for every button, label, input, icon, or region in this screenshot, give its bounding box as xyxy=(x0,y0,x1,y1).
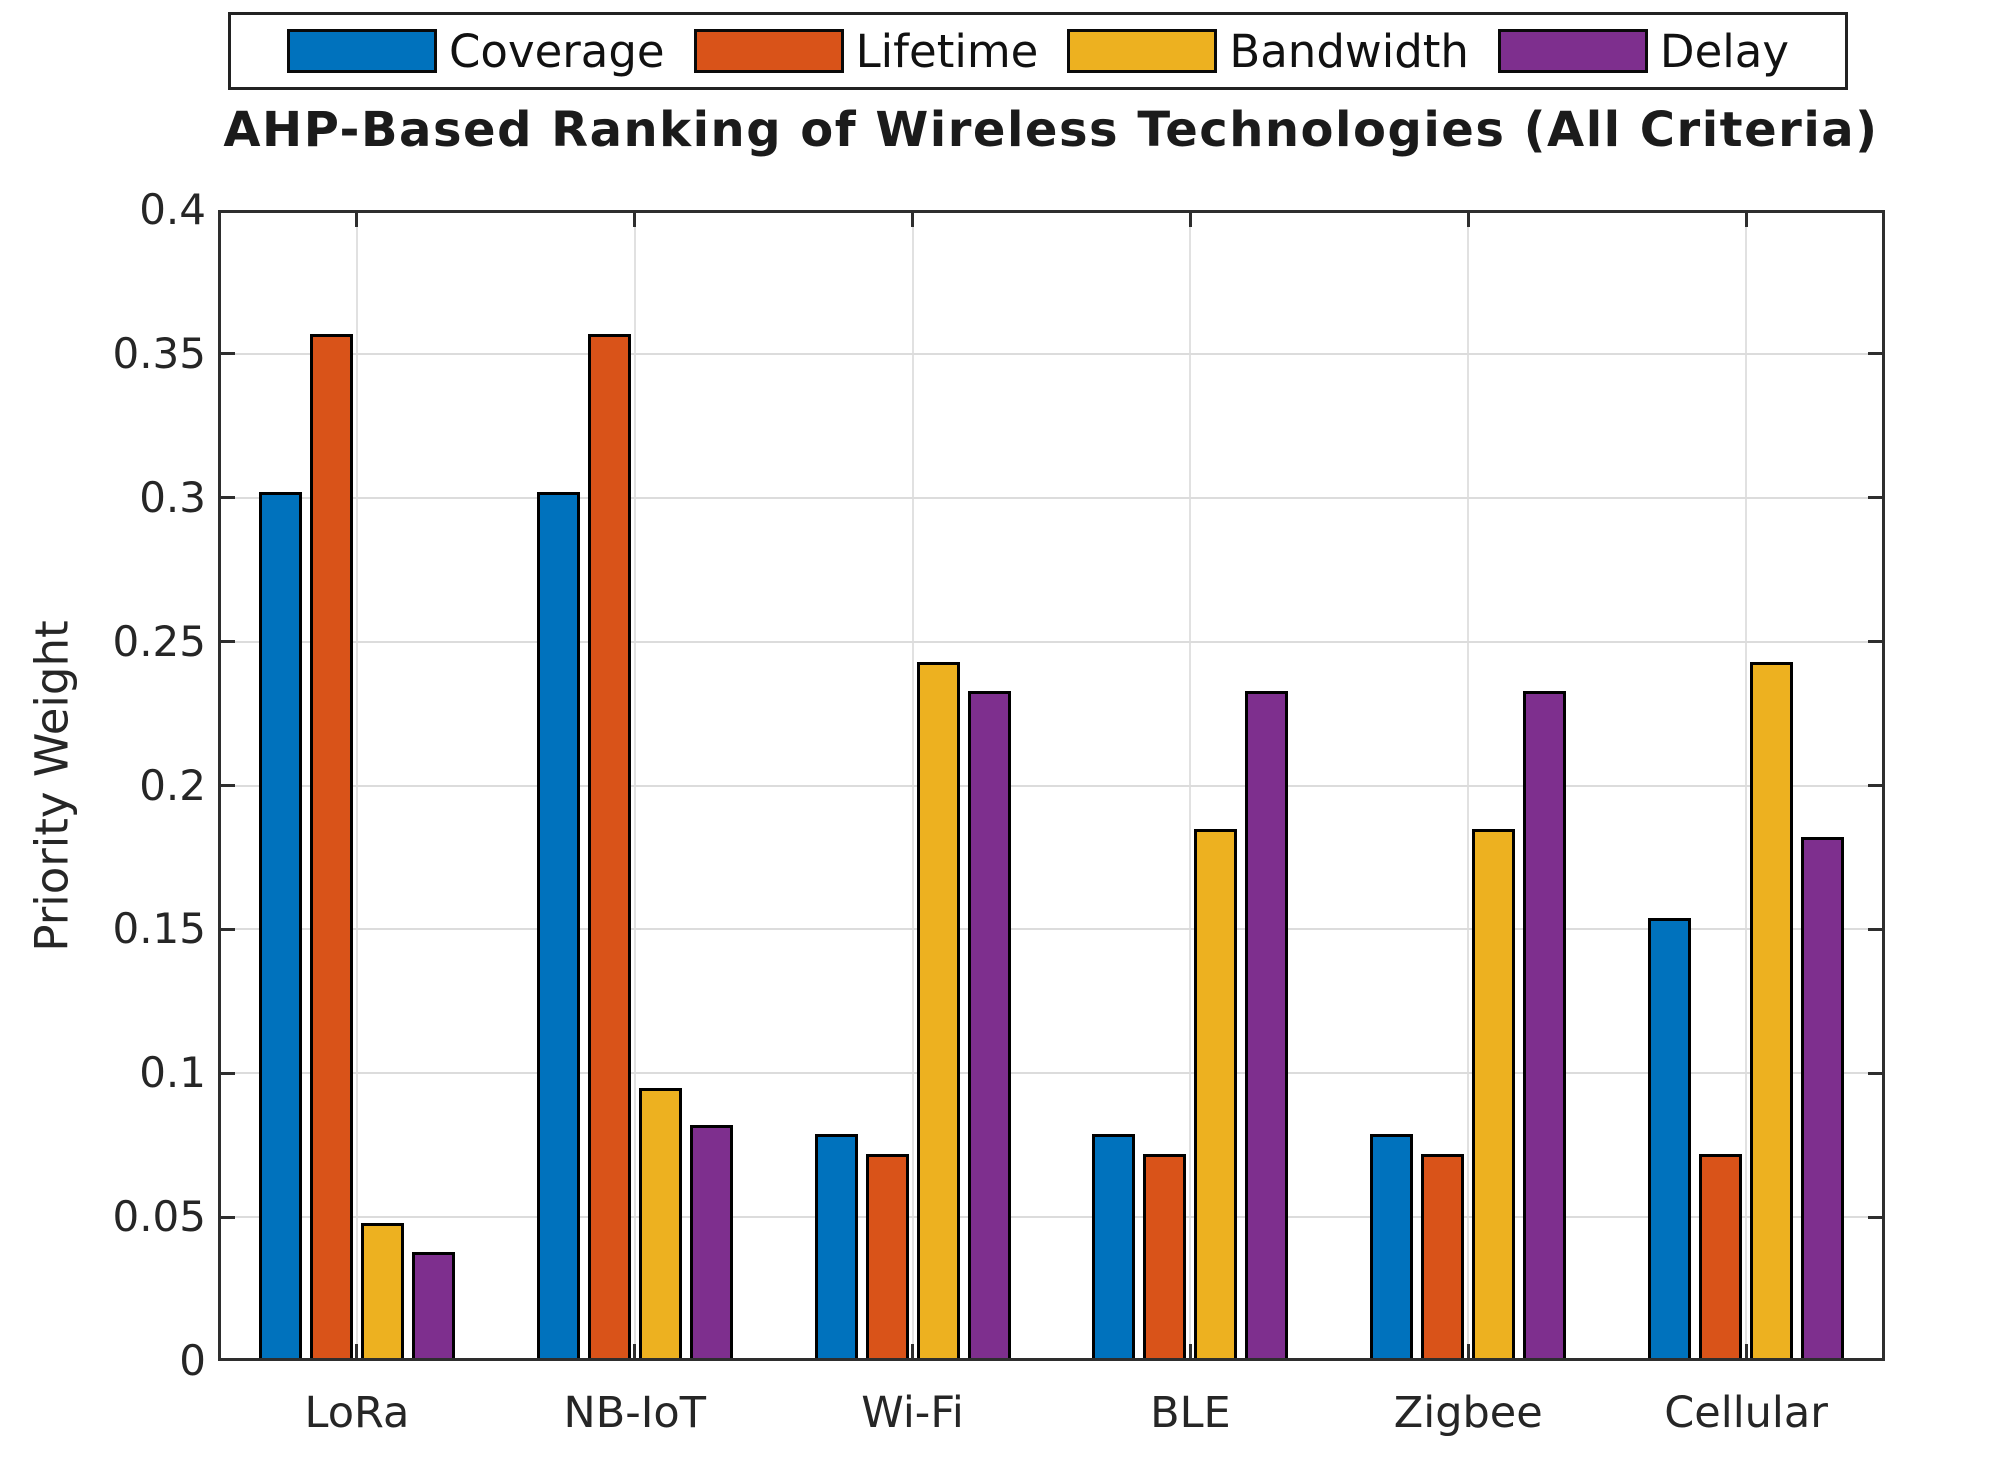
bar-zigbee-lifetime xyxy=(1421,1153,1465,1361)
y-tick-left-0.3 xyxy=(218,496,235,500)
y-tick-label-0.25: 0.25 xyxy=(112,616,206,666)
legend-item-coverage: Coverage xyxy=(287,29,665,74)
legend-label-coverage: Coverage xyxy=(449,24,665,78)
bar-cellular-delay xyxy=(1801,837,1845,1361)
x-tick-bottom-nb-iot xyxy=(633,1344,637,1361)
y-tick-right-0.05 xyxy=(1868,1215,1885,1219)
bar-wi-fi-lifetime xyxy=(865,1153,909,1361)
bar-lora-coverage xyxy=(258,492,302,1361)
y-tick-right-0.25 xyxy=(1868,640,1885,644)
bar-ble-delay xyxy=(1245,690,1289,1361)
y-gridline-0.2 xyxy=(218,784,1885,787)
x-tick-top-wi-fi xyxy=(911,210,915,227)
x-tick-label-nb-iot: NB-IoT xyxy=(563,1388,706,1438)
y-gridline-0.25 xyxy=(218,640,1885,643)
plot-area xyxy=(218,210,1885,1361)
bar-nb-iot-coverage xyxy=(536,492,580,1361)
y-tick-right-0.15 xyxy=(1868,927,1885,931)
bar-nb-iot-lifetime xyxy=(587,333,631,1361)
legend-label-lifetime: Lifetime xyxy=(855,24,1039,78)
chart-legend: Coverage Lifetime Bandwidth Delay xyxy=(228,12,1848,90)
bar-lora-bandwidth xyxy=(360,1222,404,1361)
y-tick-label-0.15: 0.15 xyxy=(112,904,206,954)
x-tick-top-lora xyxy=(355,210,359,227)
bar-lora-lifetime xyxy=(309,333,353,1361)
bar-wi-fi-coverage xyxy=(814,1133,858,1361)
y-gridline-0.1 xyxy=(218,1072,1885,1075)
y-tick-right-0.1 xyxy=(1868,1071,1885,1075)
bar-ble-bandwidth xyxy=(1194,828,1238,1361)
bar-zigbee-delay xyxy=(1523,690,1567,1361)
legend-swatch-bandwidth xyxy=(1067,29,1218,73)
y-tick-left-0.15 xyxy=(218,927,235,931)
y-tick-label-0.2: 0.2 xyxy=(139,760,206,810)
y-tick-left-0.1 xyxy=(218,1071,235,1075)
x-tick-label-cellular: Cellular xyxy=(1664,1388,1828,1438)
x-tick-top-zigbee xyxy=(1466,210,1470,227)
bar-cellular-lifetime xyxy=(1699,1153,1743,1361)
legend-item-delay: Delay xyxy=(1497,24,1789,78)
y-tick-label-0.4: 0.4 xyxy=(139,185,206,234)
bar-lora-delay xyxy=(411,1251,455,1361)
y-tick-label-0: 0 xyxy=(179,1336,206,1385)
y-tick-left-0.05 xyxy=(218,1215,235,1219)
bar-zigbee-bandwidth xyxy=(1472,828,1516,1361)
y-tick-right-0.35 xyxy=(1868,352,1885,356)
x-tick-bottom-zigbee xyxy=(1466,1344,1470,1361)
bar-ble-lifetime xyxy=(1143,1153,1187,1361)
x-tick-bottom-cellular xyxy=(1744,1344,1748,1361)
x-tick-bottom-lora xyxy=(355,1344,359,1361)
x-tick-label-wi-fi: Wi-Fi xyxy=(861,1388,964,1438)
bar-nb-iot-bandwidth xyxy=(638,1087,682,1361)
x-tick-top-nb-iot xyxy=(633,210,637,227)
x-tick-bottom-wi-fi xyxy=(911,1344,915,1361)
y-gridline-0.05 xyxy=(218,1216,1885,1219)
y-gridline-0.3 xyxy=(218,496,1885,499)
y-tick-right-0.2 xyxy=(1868,784,1885,787)
y-tick-right-0.3 xyxy=(1868,496,1885,500)
bar-ble-coverage xyxy=(1092,1133,1136,1361)
y-tick-left-0.35 xyxy=(218,352,235,356)
y-tick-label-0.35: 0.35 xyxy=(112,328,206,378)
y-gridline-0.15 xyxy=(218,928,1885,931)
x-tick-top-ble xyxy=(1188,210,1192,227)
x-tick-bottom-ble xyxy=(1188,1344,1192,1361)
y-tick-left-0.2 xyxy=(218,784,235,787)
x-tick-label-lora: LoRa xyxy=(304,1388,410,1438)
x-tick-label-zigbee: Zigbee xyxy=(1393,1388,1543,1438)
chart-title: AHP-Based Ranking of Wireless Technologi… xyxy=(223,102,1879,158)
bar-cellular-bandwidth xyxy=(1750,661,1794,1361)
bar-zigbee-coverage xyxy=(1370,1133,1414,1361)
x-tick-top-cellular xyxy=(1744,210,1748,227)
legend-swatch-delay xyxy=(1497,29,1648,73)
x-tick-label-ble: BLE xyxy=(1150,1388,1231,1438)
legend-item-bandwidth: Bandwidth xyxy=(1067,29,1469,74)
legend-label-delay: Delay xyxy=(1659,24,1789,78)
y-tick-label-0.3: 0.3 xyxy=(139,472,206,522)
y-tick-left-0.25 xyxy=(218,640,235,644)
bar-wi-fi-delay xyxy=(967,690,1011,1361)
bar-nb-iot-delay xyxy=(689,1125,733,1361)
legend-item-lifetime: Lifetime xyxy=(693,24,1039,78)
legend-swatch-lifetime xyxy=(693,29,844,73)
legend-label-bandwidth: Bandwidth xyxy=(1229,24,1469,78)
y-tick-label-0.05: 0.05 xyxy=(112,1192,206,1242)
bar-cellular-coverage xyxy=(1648,917,1692,1361)
y-gridline-0.35 xyxy=(218,352,1885,355)
y-tick-label-0.1: 0.1 xyxy=(139,1048,206,1098)
legend-swatch-coverage xyxy=(287,29,437,73)
bar-wi-fi-bandwidth xyxy=(916,661,960,1361)
